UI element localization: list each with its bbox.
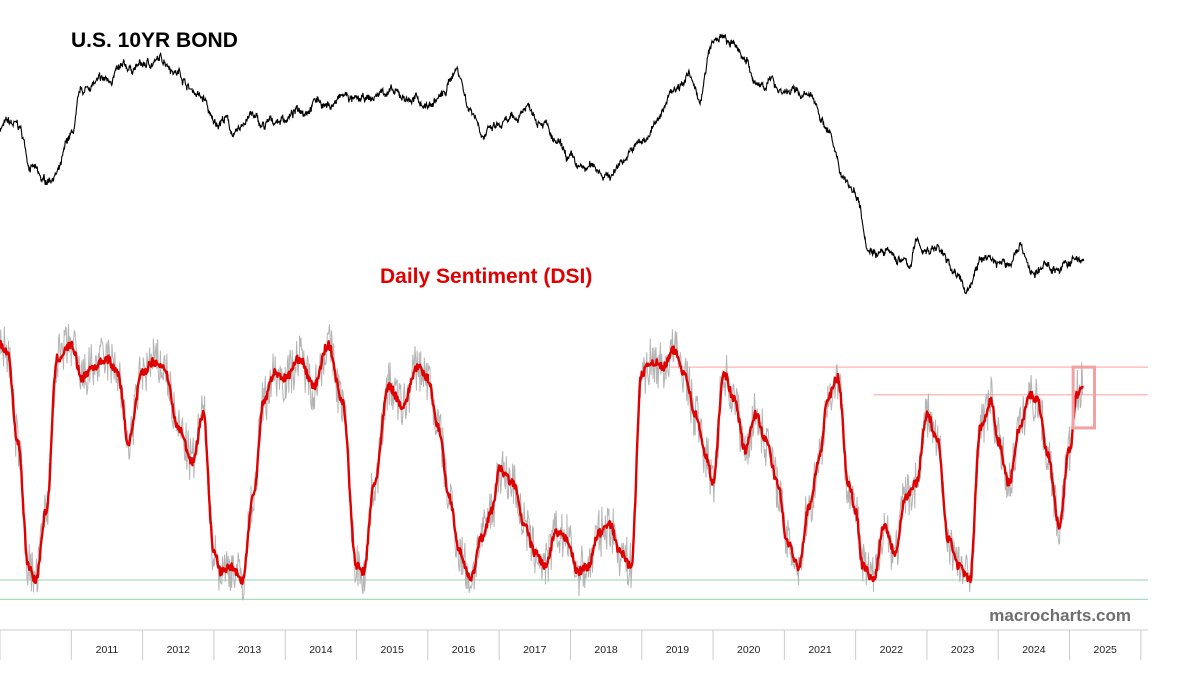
dsi-chart-title: Daily Sentiment (DSI) — [380, 265, 592, 288]
x-tick-label-2020: 2020 — [737, 644, 761, 656]
dsi-smoothed-series — [0, 339, 1084, 585]
x-tick-label-2017: 2017 — [523, 644, 547, 656]
x-tick-label-2023: 2023 — [951, 644, 975, 656]
x-tick-label-2018: 2018 — [594, 644, 618, 656]
highlight-rect — [1071, 365, 1097, 430]
x-tick-label-2021: 2021 — [808, 644, 832, 656]
x-tick-label-2012: 2012 — [167, 644, 191, 656]
x-tick-label-2016: 2016 — [452, 644, 476, 656]
reference-lines — [0, 366, 1148, 601]
x-tick-label-2013: 2013 — [238, 644, 262, 656]
dsi-smoothed-line — [0, 339, 1084, 585]
x-tick-label-2014: 2014 — [309, 644, 333, 656]
dsi-raw-series — [0, 323, 1083, 601]
bond-price-series — [0, 33, 1085, 295]
x-tick-label-2022: 2022 — [880, 644, 904, 656]
x-axis-ticks: 2011 2012 2013 2014 2015 2016 2017 2018 2019 2020… — [0, 630, 1142, 660]
watermark: macrocharts.com — [989, 606, 1131, 625]
bond-line — [0, 33, 1085, 295]
x-tick-label-2011: 2011 — [96, 644, 119, 656]
x-tick-label-2024: 2024 — [1022, 644, 1046, 656]
x-tick-label-2025: 2025 — [1094, 644, 1118, 656]
highlight-box — [1071, 365, 1097, 430]
bond-chart-title: U.S. 10YR BOND — [71, 29, 238, 52]
x-tick-label-2019: 2019 — [666, 644, 690, 656]
dsi-raw-line — [0, 323, 1083, 601]
x-tick-label-2015: 2015 — [380, 644, 404, 656]
